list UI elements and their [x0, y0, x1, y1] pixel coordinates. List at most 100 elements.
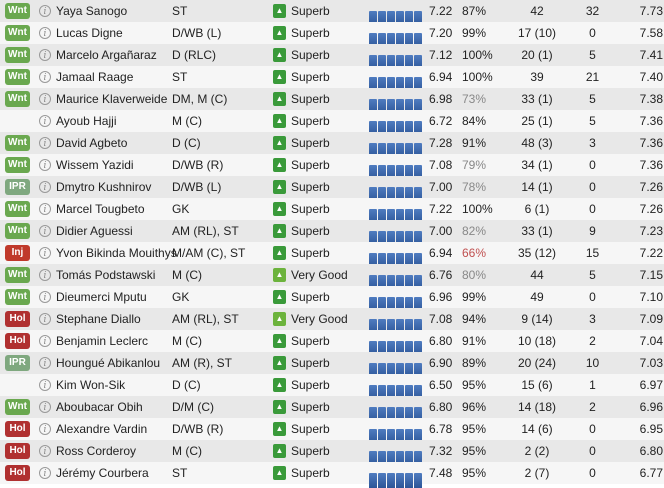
status-badge[interactable]: Inj — [5, 245, 30, 261]
player-row[interactable]: Wnt i Lucas Digne D/WB (L) ▲ Superb 7.20 99% 17 … — [0, 22, 664, 48]
info-icon[interactable]: i — [39, 445, 51, 457]
condition-percent: 99% — [462, 290, 487, 304]
player-name[interactable]: Dieumerci Mputu — [56, 290, 147, 304]
player-name[interactable]: Houngué Abikanlou — [56, 356, 161, 370]
info-icon[interactable]: i — [39, 313, 51, 325]
player-name[interactable]: Wissem Yazidi — [56, 158, 134, 172]
info-icon[interactable]: i — [39, 137, 51, 149]
form-bars — [369, 114, 424, 136]
player-name[interactable]: Jérémy Courbera — [56, 466, 149, 480]
info-icon[interactable]: i — [39, 115, 51, 127]
status-badge[interactable]: Wnt — [5, 399, 30, 415]
status-badge[interactable]: Hol — [5, 465, 30, 481]
info-icon[interactable]: i — [39, 357, 51, 369]
season-rating: 6.95 — [639, 422, 663, 436]
player-name[interactable]: David Agbeto — [56, 136, 128, 150]
player-row[interactable]: Inj i Yvon Bikinda Mouithys M/AM (C), ST ▲ Su… — [0, 242, 664, 268]
player-name[interactable]: Stephane Diallo — [56, 312, 141, 326]
player-row[interactable]: Wnt i Maurice Klaverweide DM, M (C) ▲ Superb 6… — [0, 88, 664, 114]
info-icon[interactable]: i — [39, 247, 51, 259]
status-badge[interactable]: Wnt — [5, 69, 30, 85]
player-name[interactable]: Tomás Podstawski — [56, 268, 156, 282]
player-row[interactable]: Wnt i Didier Aguessi AM (RL), ST ▲ Superb 7.00… — [0, 220, 664, 246]
player-row[interactable]: Hol i Jérémy Courbera ST ▲ Superb 7.48 95% 2 (7)… — [0, 462, 664, 488]
condition-percent: 95% — [462, 422, 487, 436]
status-badge[interactable]: Wnt — [5, 267, 30, 283]
info-icon[interactable]: i — [39, 27, 51, 39]
player-name[interactable]: Benjamin Leclerc — [56, 334, 149, 348]
average-rating: 7.22 — [429, 4, 453, 18]
status-badge[interactable]: Wnt — [5, 135, 30, 151]
status-badge[interactable]: Wnt — [5, 157, 30, 173]
player-name[interactable]: Kim Won-Sik — [56, 378, 126, 392]
status-badge[interactable]: IPR — [5, 355, 30, 371]
status-badge[interactable]: Hol — [5, 443, 30, 459]
info-icon[interactable]: i — [39, 423, 51, 435]
status-badge[interactable]: Hol — [5, 421, 30, 437]
player-row[interactable]: Wnt i Yaya Sanogo ST ▲ Superb 7.22 87% 42 32 7.73 — [0, 0, 664, 26]
info-icon[interactable]: i — [39, 159, 51, 171]
info-icon[interactable]: i — [39, 71, 51, 83]
player-name[interactable]: Yvon Bikinda Mouithys — [56, 246, 177, 260]
info-icon[interactable]: i — [39, 203, 51, 215]
player-row[interactable]: Hol i Alexandre Vardin D/WB (R) ▲ Superb 6.78 9… — [0, 418, 664, 444]
info-icon[interactable]: i — [39, 335, 51, 347]
status-badge[interactable]: Wnt — [5, 47, 30, 63]
info-icon[interactable]: i — [39, 467, 51, 479]
player-row[interactable]: IPR i Dmytro Kushnirov D/WB (L) ▲ Superb 7.00 7… — [0, 176, 664, 202]
player-row[interactable]: Wnt i Wissem Yazidi D/WB (R) ▲ Superb 7.08 79% 3… — [0, 154, 664, 180]
info-icon[interactable]: i — [39, 269, 51, 281]
player-name[interactable]: Ayoub Hajji — [56, 114, 117, 128]
status-badge[interactable]: Wnt — [5, 201, 30, 217]
player-name[interactable]: Jamaal Raage — [56, 70, 134, 84]
player-row[interactable]: Wnt i David Agbeto D (C) ▲ Superb 7.28 91% 48 (3… — [0, 132, 664, 158]
player-name[interactable]: Alexandre Vardin — [56, 422, 148, 436]
player-row[interactable]: Wnt i Jamaal Raage ST ▲ Superb 6.94 100% 39 21 7.4… — [0, 66, 664, 92]
average-rating: 7.08 — [429, 158, 453, 172]
player-row[interactable]: Wnt i Tomás Podstawski M (C) ▲ Very Good 6.76 8… — [0, 264, 664, 290]
info-icon[interactable]: i — [39, 181, 51, 193]
info-icon[interactable]: i — [39, 291, 51, 303]
player-row[interactable]: Hol i Benjamin Leclerc M (C) ▲ Superb 6.80 91% 1… — [0, 330, 664, 356]
player-row[interactable]: Wnt i Dieumerci Mputu GK ▲ Superb 6.96 99% 49 0 7.… — [0, 286, 664, 312]
info-icon[interactable]: i — [39, 93, 51, 105]
info-icon[interactable]: i — [39, 225, 51, 237]
player-name[interactable]: Yaya Sanogo — [56, 4, 128, 18]
player-row[interactable]: Hol i Stephane Diallo AM (RL), ST ▲ Very Good… — [0, 308, 664, 334]
player-row[interactable]: Wnt i Marcelo Argañaraz D (RLC) ▲ Superb 7.12 1… — [0, 44, 664, 70]
player-name[interactable]: Ross Corderoy — [56, 444, 137, 458]
status-badge[interactable]: Wnt — [5, 223, 30, 239]
info-icon[interactable]: i — [39, 5, 51, 17]
status-badge[interactable]: Hol — [5, 311, 30, 327]
player-row[interactable]: i Kim Won-Sik D (C) ▲ Superb 6.50 95% 15 (6) 1 6.… — [0, 374, 664, 400]
player-rating: Superb — [291, 400, 330, 414]
status-badge[interactable]: IPR — [5, 179, 30, 195]
condition-percent: 95% — [462, 378, 487, 392]
status-badge[interactable]: Wnt — [5, 25, 30, 41]
status-badge[interactable]: Wnt — [5, 3, 30, 19]
player-name[interactable]: Maurice Klaverweide — [56, 92, 168, 106]
player-name[interactable]: Marcel Tougbeto — [56, 202, 145, 216]
goals: 0 — [589, 202, 596, 216]
player-name[interactable]: Aboubacar Obih — [56, 400, 143, 414]
player-rating: Superb — [291, 224, 330, 238]
status-badge[interactable] — [5, 377, 30, 393]
player-row[interactable]: i Ayoub Hajji M (C) ▲ Superb 6.72 84% 25 (1) 5 7.… — [0, 110, 664, 136]
player-row[interactable]: IPR i Houngué Abikanlou AM (R), ST ▲ Superb 6.… — [0, 352, 664, 378]
player-name[interactable]: Lucas Digne — [56, 26, 123, 40]
form-bars — [369, 70, 424, 92]
player-rating: Superb — [291, 202, 330, 216]
info-icon[interactable]: i — [39, 401, 51, 413]
player-row[interactable]: Wnt i Aboubacar Obih D/M (C) ▲ Superb 6.80 96% 1… — [0, 396, 664, 422]
info-icon[interactable]: i — [39, 379, 51, 391]
player-row[interactable]: Wnt i Marcel Tougbeto GK ▲ Superb 7.22 100% 6 (1… — [0, 198, 664, 224]
info-icon[interactable]: i — [39, 49, 51, 61]
status-badge[interactable]: Wnt — [5, 91, 30, 107]
player-name[interactable]: Marcelo Argañaraz — [56, 48, 157, 62]
player-name[interactable]: Didier Aguessi — [56, 224, 133, 238]
player-name[interactable]: Dmytro Kushnirov — [56, 180, 152, 194]
status-badge[interactable]: Hol — [5, 333, 30, 349]
player-row[interactable]: Hol i Ross Corderoy M (C) ▲ Superb 7.32 95% 2 (2… — [0, 440, 664, 466]
status-badge[interactable] — [5, 113, 30, 129]
status-badge[interactable]: Wnt — [5, 289, 30, 305]
